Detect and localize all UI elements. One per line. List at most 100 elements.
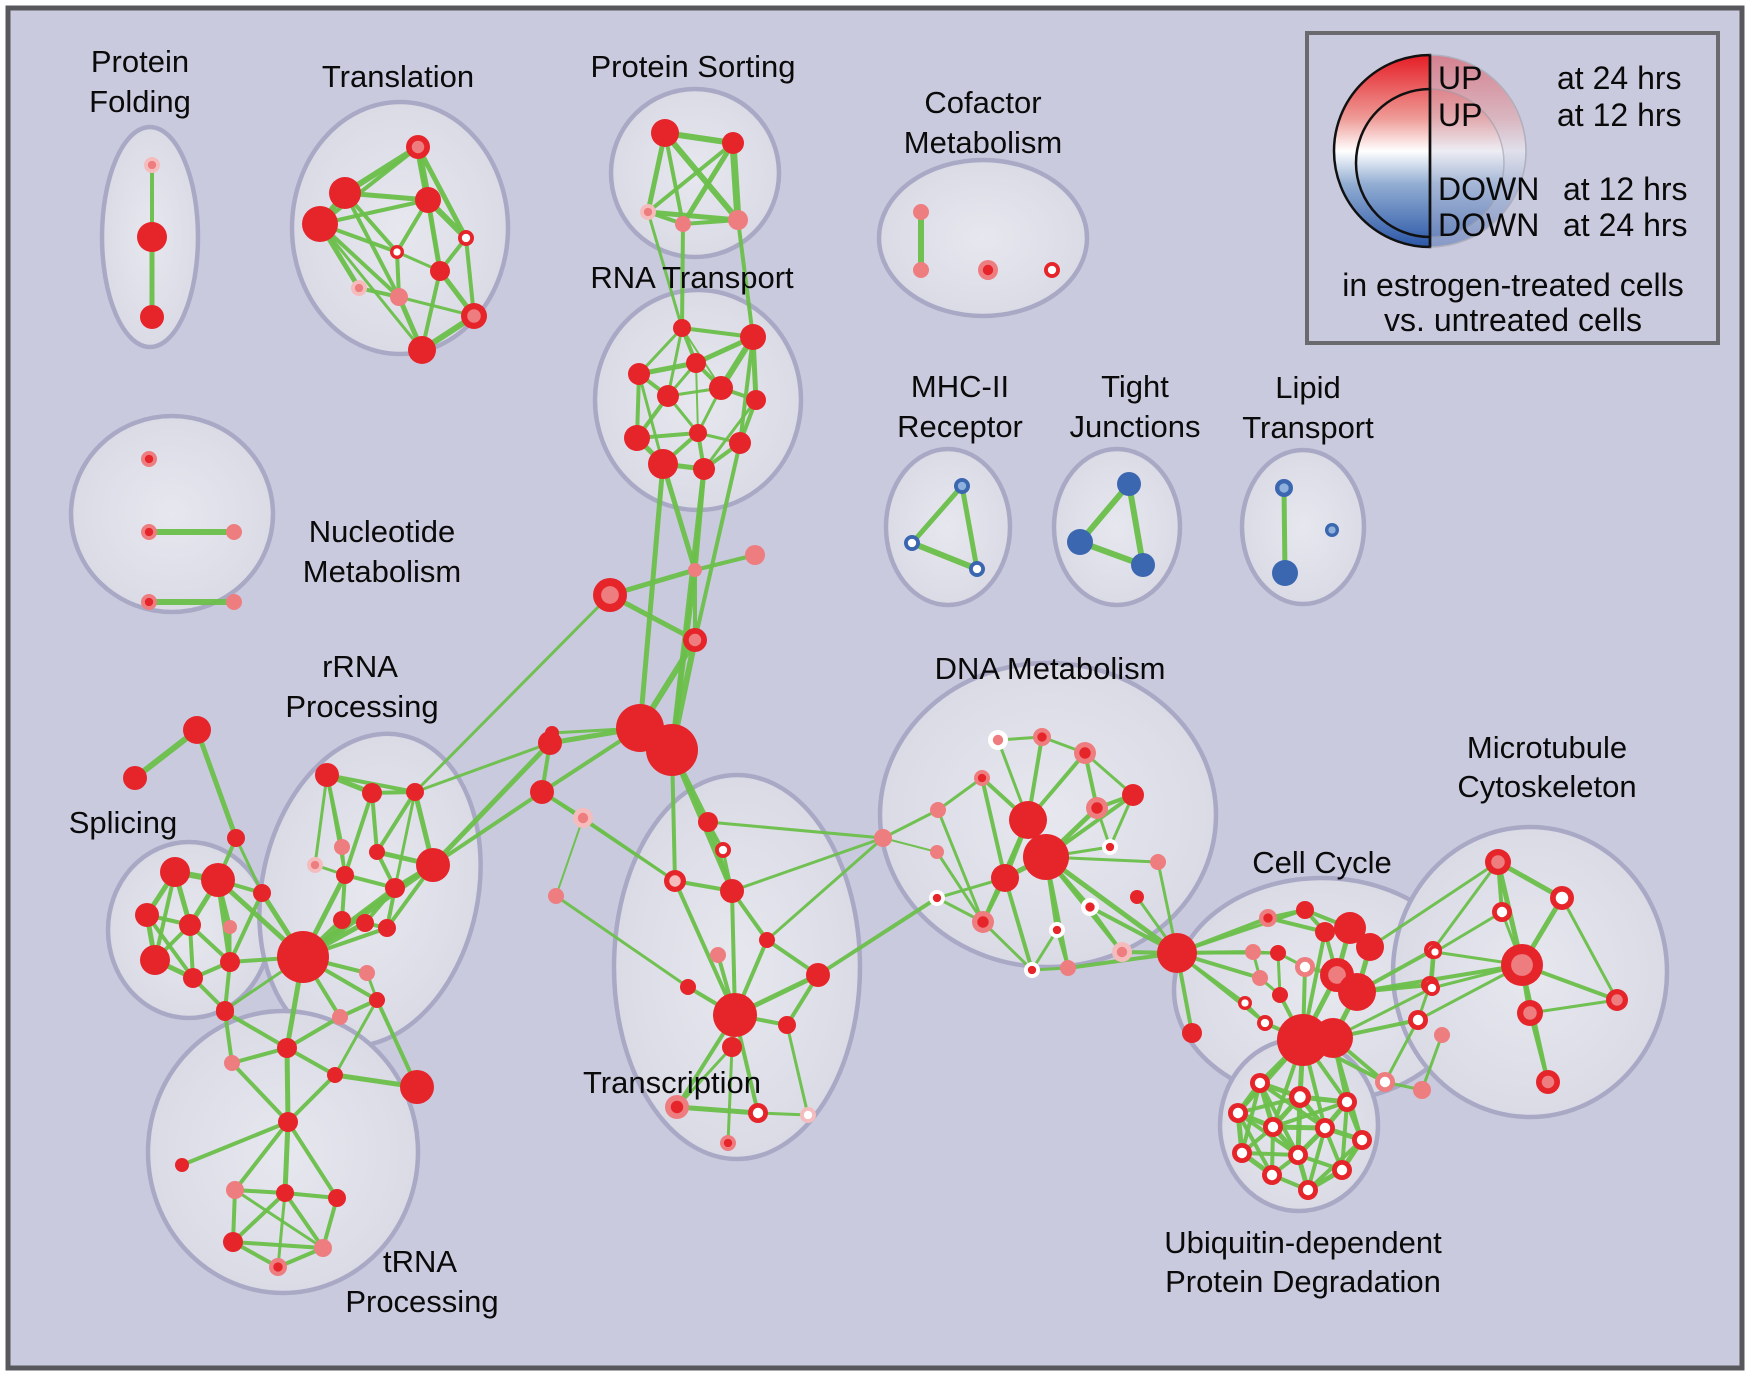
network-edge [936, 776, 984, 812]
network-edge [554, 894, 690, 989]
network-node [710, 947, 726, 963]
network-node [530, 780, 554, 804]
network-node-center [1356, 1134, 1368, 1146]
network-node [1150, 854, 1166, 870]
cluster-label-layer: Protein Folding Translation Protein Sorting… [69, 44, 1637, 1319]
network-edge [231, 1191, 287, 1244]
network-node [874, 829, 892, 847]
cluster-label-rrna-processing: Processing [285, 689, 438, 724]
network-node [277, 931, 329, 983]
network-edge [909, 483, 965, 546]
network-node [722, 132, 744, 154]
network-node [675, 216, 691, 232]
network-edge [282, 1119, 291, 1196]
network-edge [729, 139, 742, 224]
network-node-center [1294, 1091, 1306, 1103]
cluster-label-protein-folding: Protein [91, 44, 189, 79]
network-node [1356, 933, 1384, 961]
cluster-label-cofactor-metabolism: Metabolism [904, 125, 1063, 160]
network-edge [286, 1073, 337, 1124]
network-node [548, 888, 564, 904]
network-node [123, 766, 147, 790]
legend-down-12-time: at 12 hrs [1563, 171, 1688, 207]
network-edge [313, 773, 329, 867]
network-node [226, 1181, 244, 1199]
network-edge [283, 1191, 325, 1250]
network-edge [695, 362, 699, 434]
network-edge [231, 1240, 325, 1250]
network-edge [415, 144, 469, 241]
network-node-center [1266, 1169, 1278, 1181]
network-node [1252, 970, 1268, 986]
network-node [1009, 801, 1047, 839]
network-edge [882, 837, 938, 853]
network-node-center [1091, 802, 1103, 814]
network-node [224, 1055, 240, 1071]
network-node-center [1260, 1018, 1270, 1028]
network-node [1067, 529, 1093, 555]
network-node-center [1496, 906, 1508, 918]
network-node [369, 992, 385, 1008]
legend-note-line1: in estrogen-treated cells [1342, 267, 1684, 303]
network-node [226, 524, 242, 540]
network-node [378, 919, 396, 937]
network-node [720, 879, 744, 903]
network-node-center [1079, 747, 1091, 759]
network-node-center [354, 283, 364, 293]
cluster-ellipse-cofactor-metabolism [876, 157, 1090, 319]
inter-cluster-edge [637, 461, 666, 731]
network-node [913, 204, 929, 220]
network-node [713, 993, 757, 1037]
network-edge [673, 879, 737, 1017]
network-node [746, 390, 766, 410]
network-node-center [669, 875, 681, 887]
network-edge [645, 209, 741, 223]
network-edge [881, 808, 940, 840]
inter-cluster-edge [413, 741, 552, 794]
cluster-ellipse-mhc-ii-receptor [883, 446, 1013, 608]
updown-color-wheel-icon [1332, 53, 1527, 249]
network-node-center [144, 454, 154, 464]
network-node-center [1412, 1014, 1424, 1026]
network-node-center [977, 916, 989, 928]
network-node [226, 594, 242, 610]
inter-cluster-edge [660, 461, 698, 573]
network-node [314, 1239, 332, 1257]
network-edge [223, 1010, 289, 1050]
network-edge [1043, 854, 1180, 956]
network-node [277, 1038, 297, 1058]
network-node [276, 1184, 294, 1202]
network-node-center [1254, 1077, 1266, 1089]
network-edge [194, 727, 239, 841]
network-node-center [1319, 1122, 1331, 1134]
network-edge [343, 791, 374, 877]
network-node [1315, 922, 1335, 942]
network-node [722, 1037, 742, 1057]
network-node [216, 1003, 234, 1021]
network-edge [981, 920, 1034, 972]
cluster-label-tight-junctions: Junctions [1070, 409, 1201, 444]
network-node [1296, 901, 1314, 919]
cluster-label-translation: Translation [322, 59, 474, 94]
network-node-center [752, 1107, 764, 1119]
network-node [227, 829, 245, 847]
network-node [680, 979, 696, 995]
network-node-center [1611, 994, 1623, 1006]
network-node [728, 210, 748, 230]
cluster-label-ubiquitin-degradation: Ubiquitin-dependent [1164, 1225, 1442, 1260]
cluster-label-protein-sorting: Protein Sorting [590, 49, 795, 84]
inter-cluster-edge [1431, 860, 1500, 952]
network-edge [663, 131, 685, 226]
network-node-center [310, 860, 320, 870]
legend-down-12-dir: DOWN [1438, 171, 1539, 207]
network-edge [276, 1191, 287, 1269]
network-node [175, 1158, 189, 1172]
network-edge [233, 1120, 290, 1192]
network-edge [693, 553, 757, 572]
network-node [315, 763, 339, 787]
network-edge [393, 790, 417, 890]
network-edge [540, 790, 677, 883]
cluster-label-splicing: Splicing [69, 805, 178, 840]
inter-cluster-edge [706, 820, 885, 840]
